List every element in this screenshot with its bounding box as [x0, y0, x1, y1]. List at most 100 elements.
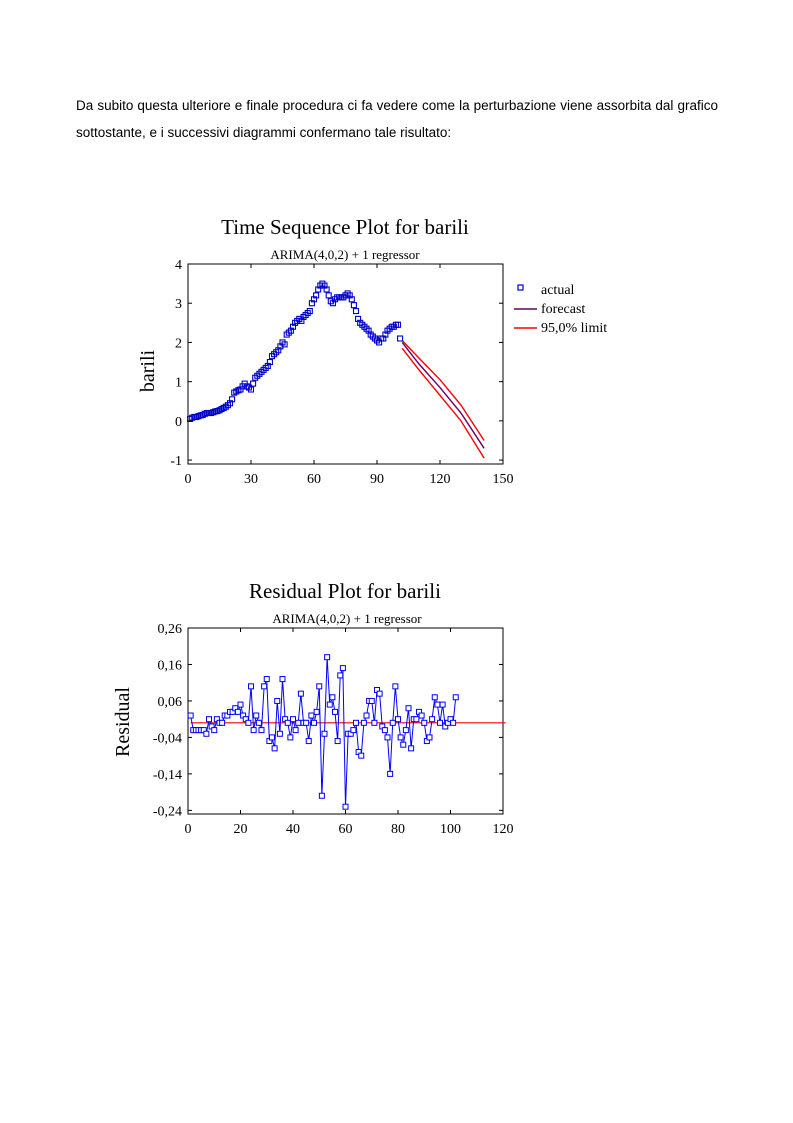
- actual-point: [266, 358, 273, 366]
- chart2-ytick-label: -0,14: [153, 768, 182, 783]
- limit-line: [401, 347, 485, 459]
- residual-point: [318, 792, 325, 799]
- actual-point: [313, 292, 320, 299]
- chart2-ytick-label: 0,06: [158, 695, 183, 710]
- residual-point: [316, 683, 323, 690]
- residual-point: [303, 719, 310, 726]
- residual-point: [431, 694, 438, 701]
- chart2-ticks: 0 20 40 60 80 100 120 0,26 0,16 0,06 -0,04 -0,14 -0,…: [153, 622, 514, 837]
- chart1-xtick-label: 0: [185, 472, 192, 487]
- chart1-xtick-label: 150: [493, 472, 514, 487]
- chart1-ylabel: barili: [137, 349, 159, 392]
- residual-point: [337, 672, 344, 679]
- residual-point: [295, 719, 302, 726]
- residual-point: [274, 697, 281, 704]
- chart2-ytick-label: 0,26: [158, 622, 183, 637]
- chart1-title: Time Sequence Plot for barili: [221, 215, 469, 239]
- actual-point: [247, 386, 255, 393]
- chart2-xtick-label: 40: [286, 822, 300, 837]
- actual-point: [350, 302, 357, 309]
- residual-point: [376, 690, 383, 697]
- residual-point: [418, 712, 425, 719]
- chart1-subtitle: ARIMA(4,0,2) + 1 regressor: [270, 247, 420, 262]
- actual-point: [397, 335, 404, 342]
- chart2-title: Residual Plot for barili: [249, 579, 441, 603]
- residual-point: [253, 712, 260, 719]
- residual-point: [408, 745, 415, 752]
- residual-point: [437, 719, 443, 726]
- residual-point: [269, 734, 275, 741]
- legend-actual-marker: [517, 284, 524, 291]
- residual-point: [237, 701, 244, 708]
- chart1-xtick-label: 90: [370, 472, 384, 487]
- chart1-ytick-label: -1: [170, 454, 182, 469]
- intro-paragraph: Da subito questa ulteriore e finale proc…: [76, 98, 718, 140]
- legend-forecast-label: forecast: [541, 302, 585, 317]
- residual-point: [360, 719, 367, 726]
- chart2-xtick-label: 0: [185, 822, 192, 837]
- residual-point: [439, 701, 446, 708]
- residual-point: [452, 694, 459, 701]
- residual-point: [387, 770, 394, 777]
- chart2-marks: [187, 654, 506, 810]
- residual-point: [413, 716, 420, 723]
- residual-point: [339, 665, 346, 672]
- residual-point: [305, 738, 312, 745]
- residual-point: [329, 694, 336, 701]
- residual-point: [363, 712, 370, 719]
- residual-point: [250, 727, 257, 734]
- chart2-xtick-label: 80: [391, 822, 405, 837]
- residual-point: [321, 730, 328, 737]
- chart1-ytick-label: 1: [175, 376, 182, 391]
- residual-point: [405, 705, 412, 712]
- chart2-ytick-label: -0,04: [153, 731, 182, 746]
- residual-point: [421, 719, 428, 726]
- actual-point: [281, 341, 288, 348]
- residual-point: [334, 738, 341, 745]
- residual-point: [402, 727, 409, 734]
- chart2-xtick-label: 60: [339, 822, 353, 837]
- chart2-ytick-label: 0,16: [158, 658, 183, 673]
- actual-point: [394, 321, 402, 328]
- residual-point: [311, 719, 317, 726]
- residual-point: [371, 719, 378, 726]
- residual-point: [297, 690, 304, 697]
- chart2-ylabel: Residual: [112, 687, 134, 757]
- residual-point: [426, 734, 433, 741]
- residual-point: [350, 727, 357, 734]
- actual-point: [352, 308, 360, 315]
- residual-point: [258, 727, 265, 734]
- residual-point: [271, 745, 278, 752]
- residual-point: [219, 719, 226, 726]
- actual-point: [348, 296, 355, 303]
- time-sequence-chart: Time Sequence Plot for barili ARIMA(4,0,…: [137, 215, 607, 487]
- residual-point: [284, 719, 291, 726]
- residual-point: [381, 727, 388, 734]
- residual-point: [206, 716, 212, 723]
- chart1-xtick-label: 120: [430, 472, 451, 487]
- chart1-xtick-label: 60: [307, 472, 321, 487]
- chart1-ytick-label: 4: [175, 258, 182, 273]
- actual-point: [323, 286, 330, 293]
- limit-line: [401, 339, 485, 441]
- residual-point: [450, 719, 457, 726]
- chart1-xtick-label: 30: [244, 472, 258, 487]
- residual-point: [326, 701, 333, 708]
- chart2-xtick-label: 100: [440, 822, 461, 837]
- residual-point: [384, 734, 391, 741]
- residual-point: [263, 676, 270, 683]
- residual-point: [434, 701, 441, 708]
- chart2-xtick-label: 120: [493, 822, 514, 837]
- legend-actual-label: actual: [541, 283, 575, 298]
- residual-point: [245, 719, 252, 726]
- legend-limit-label: 95,0% limit: [541, 321, 607, 336]
- residual-point: [332, 708, 338, 715]
- residual-point: [353, 719, 359, 726]
- residual-point: [292, 727, 299, 734]
- actual-point: [325, 292, 332, 299]
- residual-point: [400, 741, 407, 748]
- chart1-plot-frame: [187, 263, 504, 465]
- chart1-marks: [187, 280, 485, 459]
